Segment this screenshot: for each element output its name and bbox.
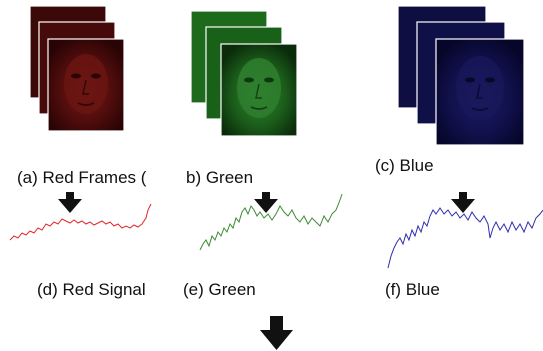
- down-arrow-icon: [451, 192, 475, 213]
- down-arrow-icon: [254, 192, 278, 213]
- blue-face-icon: [456, 56, 504, 120]
- caption-red-frames: (a) Red Frames (: [17, 168, 147, 187]
- green-frames-stack: [190, 10, 298, 137]
- caption-red-signal: (d) Red Signal: [37, 280, 146, 299]
- down-arrow-icon: [260, 316, 293, 350]
- caption-green-signal: (e) Green: [183, 280, 256, 299]
- blue-signal-trace: [387, 207, 543, 269]
- red-face-icon: [64, 54, 108, 114]
- caption-blue-frames: (c) Blue: [375, 156, 434, 175]
- blue-frames-stack: [397, 5, 525, 146]
- down-arrow-icon: [58, 192, 82, 213]
- red-frames-stack: [29, 5, 125, 132]
- caption-green-frames: b) Green: [186, 168, 254, 187]
- green-signal-trace: [199, 193, 343, 251]
- red-signal-trace: [9, 203, 152, 241]
- caption-blue-signal: (f) Blue: [385, 280, 440, 299]
- green-face-icon: [237, 58, 281, 118]
